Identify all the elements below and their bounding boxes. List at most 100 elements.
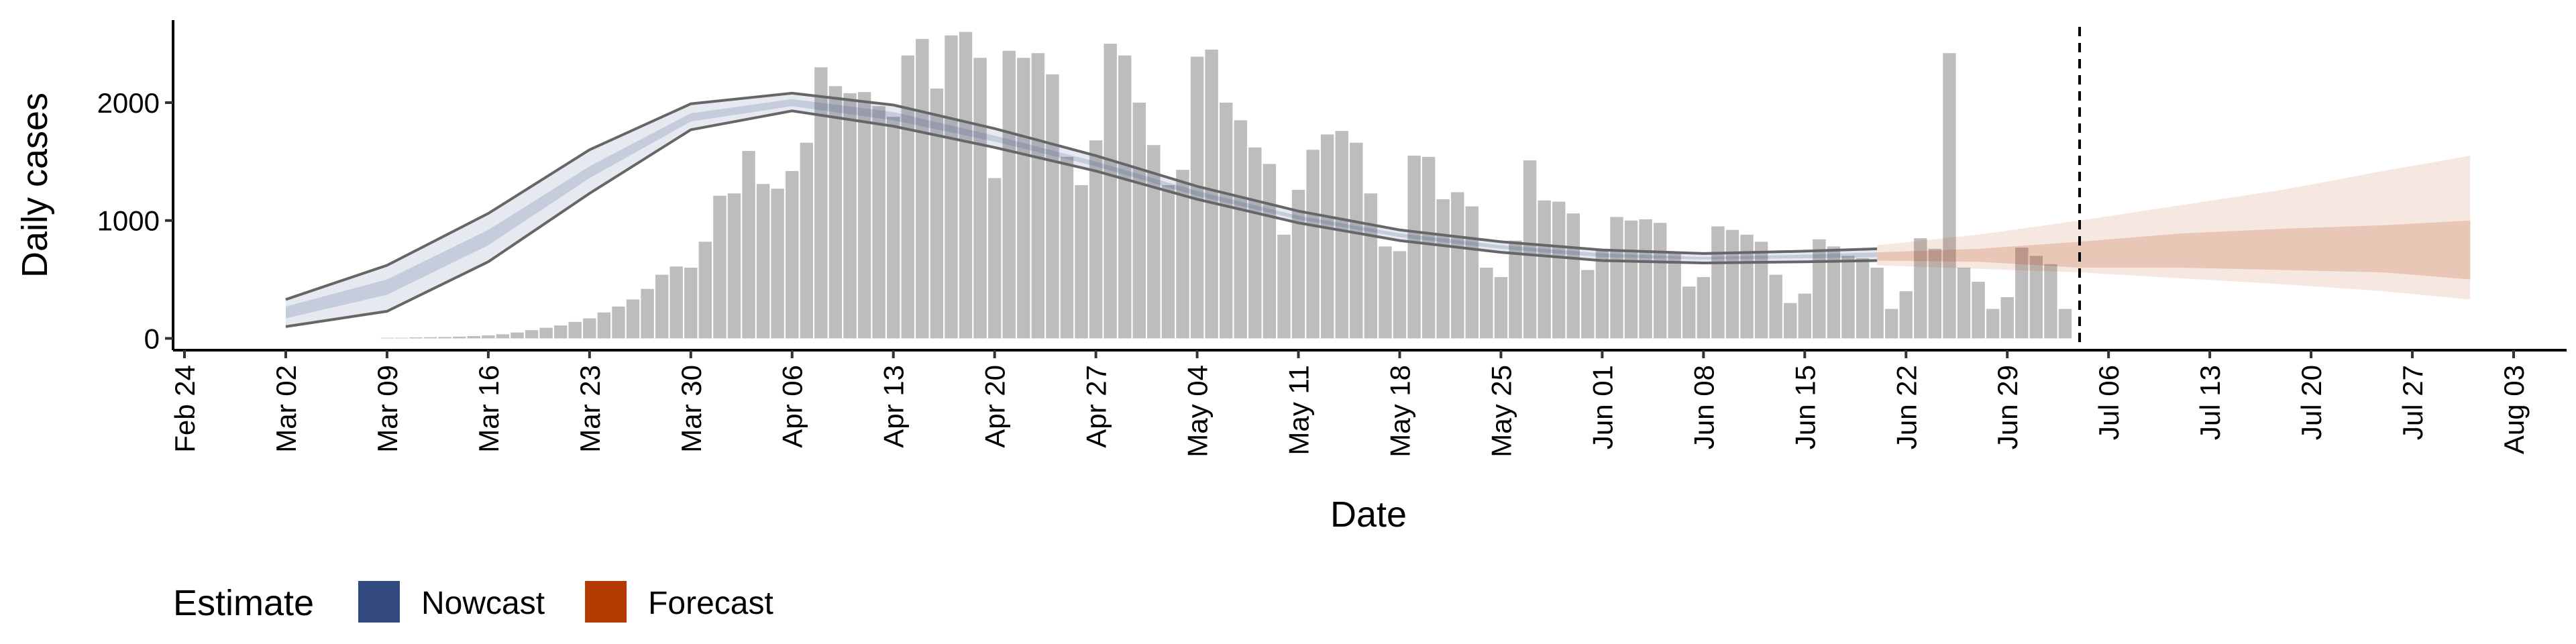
bar	[511, 332, 524, 339]
bar	[1624, 220, 1638, 339]
x-tick-label: Jul 27	[2397, 365, 2428, 440]
bar	[1725, 229, 1739, 339]
y-axis-title: Daily cases	[15, 93, 55, 278]
x-tick-label: Jul 20	[2296, 365, 2327, 440]
bar	[1653, 223, 1667, 339]
bar	[1552, 201, 1566, 339]
bar	[568, 321, 582, 339]
bar	[1494, 277, 1508, 339]
band-outline	[285, 91, 1878, 301]
bar	[1595, 248, 1609, 339]
x-tick-label: Jun 15	[1789, 365, 1821, 449]
x-tick-label: Jul 13	[2194, 365, 2226, 440]
bar	[1421, 156, 1436, 339]
x-tick-label: Apr 20	[979, 365, 1011, 448]
bar	[539, 327, 553, 339]
bar	[1943, 53, 1956, 339]
x-tick-label: May 04	[1182, 365, 1214, 458]
bar	[872, 106, 885, 339]
bar	[742, 151, 755, 339]
x-tick-label: Aug 03	[2498, 365, 2530, 454]
bar	[1798, 293, 1812, 339]
bar	[1899, 291, 1913, 339]
bar	[482, 335, 495, 339]
x-tick-label: Jun 08	[1688, 365, 1719, 449]
bar	[916, 39, 929, 339]
bar	[1046, 74, 1059, 339]
bar	[1277, 234, 1291, 339]
bar	[1075, 185, 1088, 339]
bar	[1002, 50, 1016, 339]
bar	[1509, 240, 1522, 339]
bar	[1813, 239, 1826, 339]
bar	[2044, 264, 2057, 339]
bar	[669, 266, 683, 339]
bar	[1263, 164, 1277, 339]
bar	[1523, 160, 1537, 339]
bar	[1350, 142, 1363, 339]
bar	[1538, 200, 1551, 339]
bar	[1031, 53, 1045, 339]
x-tick-label: Jun 01	[1587, 365, 1618, 449]
bar	[727, 193, 741, 339]
x-tick-label: Mar 30	[676, 365, 707, 453]
bar	[945, 35, 958, 339]
bar	[597, 312, 611, 339]
bar	[1060, 156, 1074, 339]
bar	[814, 67, 828, 339]
x-axis-title: Date	[1330, 494, 1407, 535]
bar	[496, 334, 510, 339]
bar	[1827, 246, 1841, 339]
bar	[467, 335, 481, 339]
bar	[857, 92, 871, 339]
band-outline	[285, 109, 1878, 328]
bar	[453, 336, 466, 339]
bar	[973, 58, 987, 339]
x-tick-label: Mar 09	[372, 365, 403, 453]
bar	[1118, 55, 1132, 339]
x-tick-label: Apr 06	[777, 365, 808, 448]
bar	[1205, 49, 1218, 339]
bar	[684, 268, 698, 339]
bar	[394, 337, 409, 339]
bar	[2000, 297, 2014, 339]
bar	[1104, 44, 1117, 339]
bar	[756, 184, 770, 339]
bar	[1914, 238, 1927, 339]
x-tick-label: Feb 24	[169, 365, 201, 453]
x-tick-label: Jul 06	[2093, 365, 2125, 440]
bar	[800, 142, 814, 339]
bar	[1711, 226, 1725, 339]
bar	[525, 330, 539, 339]
bar	[698, 241, 712, 339]
bar	[828, 86, 843, 339]
bar	[1957, 268, 1971, 339]
band-50	[1877, 220, 2471, 280]
bar	[713, 195, 727, 339]
bar	[1393, 251, 1407, 339]
x-tick-label: Apr 13	[878, 365, 910, 448]
bar	[1335, 131, 1348, 339]
bar	[1465, 206, 1479, 339]
bar	[1306, 150, 1320, 339]
x-tick-label: May 18	[1384, 365, 1415, 458]
bar	[1161, 185, 1175, 339]
y-tick-label: 1000	[97, 205, 160, 237]
legend-label: Forecast	[648, 586, 773, 621]
bar	[655, 274, 669, 339]
bar	[1248, 147, 1262, 339]
legend-label: Nowcast	[421, 586, 545, 621]
bar	[1147, 145, 1161, 339]
bar	[1089, 140, 1103, 339]
band-90	[1877, 156, 2471, 300]
bar	[583, 318, 596, 339]
x-tick-label: Jun 29	[1992, 365, 2023, 449]
x-tick-label: May 25	[1485, 365, 1517, 458]
bar	[786, 170, 799, 339]
bar	[438, 337, 451, 339]
bar	[1841, 256, 1855, 339]
bar	[1769, 274, 1782, 339]
bar	[1972, 282, 1985, 339]
bar	[1017, 58, 1030, 339]
